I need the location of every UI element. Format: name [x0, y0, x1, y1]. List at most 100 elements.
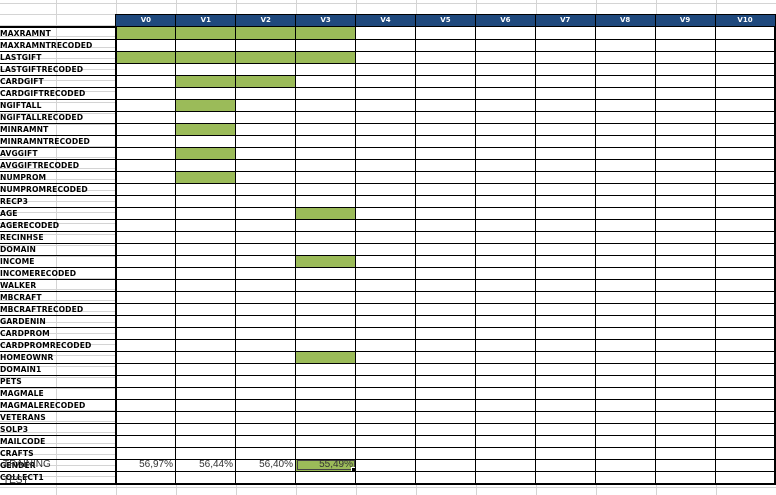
grid-cell[interactable] [355, 447, 416, 460]
grid-cell[interactable] [594, 231, 656, 244]
grid-cell[interactable] [474, 123, 536, 136]
grid-cell[interactable] [714, 87, 776, 100]
grid-cell[interactable] [235, 195, 297, 208]
grid-cell[interactable] [534, 207, 596, 220]
grid-cell[interactable] [474, 315, 536, 328]
grid-cell[interactable] [175, 183, 237, 196]
grid-cell[interactable] [594, 255, 656, 268]
grid-cell[interactable] [594, 435, 656, 448]
grid-cell[interactable] [534, 135, 596, 148]
grid-cell[interactable] [414, 195, 476, 208]
grid-cell[interactable] [115, 291, 177, 304]
grid-cell[interactable] [235, 111, 297, 124]
row-label[interactable]: NGIFTALLRECODED [0, 111, 117, 124]
row-label[interactable]: CRAFTS [0, 447, 117, 460]
selected-variable-cell[interactable] [175, 171, 237, 184]
grid-cell[interactable] [474, 75, 536, 88]
grid-cell[interactable] [175, 291, 237, 304]
grid-cell[interactable] [474, 159, 536, 172]
grid-cell[interactable] [175, 267, 237, 280]
grid-cell[interactable] [714, 387, 776, 400]
grid-cell[interactable] [534, 351, 596, 364]
grid-cell[interactable] [175, 87, 237, 100]
grid-cell[interactable] [355, 375, 416, 388]
grid-cell[interactable] [654, 147, 716, 160]
grid-cell[interactable] [654, 231, 716, 244]
grid-cell[interactable] [714, 75, 776, 88]
grid-cell[interactable] [594, 147, 656, 160]
grid-cell[interactable] [235, 99, 297, 112]
row-label[interactable]: NUMPROM [0, 171, 117, 184]
grid-cell[interactable] [115, 279, 177, 292]
grid-cell[interactable] [355, 339, 416, 352]
grid-cell[interactable] [355, 63, 416, 76]
fill-handle[interactable] [351, 466, 355, 470]
row-label[interactable]: HOMEOWNR [0, 351, 117, 364]
grid-cell[interactable] [115, 231, 177, 244]
selected-variable-cell[interactable] [175, 123, 237, 136]
grid-cell[interactable] [474, 303, 536, 316]
grid-cell[interactable] [534, 375, 596, 388]
grid-cell[interactable] [414, 291, 476, 304]
grid-cell[interactable] [714, 243, 776, 256]
grid-cell[interactable] [295, 111, 357, 124]
row-label[interactable]: AGERECODED [0, 219, 117, 232]
grid-cell[interactable] [714, 147, 776, 160]
results-value[interactable]: 56,97% [139, 458, 173, 470]
grid-cell[interactable] [534, 387, 596, 400]
grid-cell[interactable] [115, 255, 177, 268]
grid-cell[interactable] [534, 447, 596, 460]
grid-cell[interactable] [474, 423, 536, 436]
grid-cell[interactable] [654, 195, 716, 208]
row-label[interactable]: MBCRAFTRECODED [0, 303, 117, 316]
grid-cell[interactable] [594, 267, 656, 280]
grid-cell[interactable] [534, 195, 596, 208]
grid-cell[interactable] [534, 147, 596, 160]
grid-cell[interactable] [295, 411, 357, 424]
grid-cell[interactable] [175, 207, 237, 220]
grid-cell[interactable] [594, 195, 656, 208]
grid-cell[interactable] [295, 387, 357, 400]
grid-cell[interactable] [175, 243, 237, 256]
column-header-v5[interactable]: V5 [414, 14, 476, 27]
grid-cell[interactable] [594, 51, 656, 64]
grid-cell[interactable] [534, 99, 596, 112]
grid-cell[interactable] [594, 399, 656, 412]
grid-cell[interactable] [355, 99, 416, 112]
grid-cell[interactable] [295, 147, 357, 160]
row-label[interactable]: MAILCODE [0, 435, 117, 448]
grid-cell[interactable] [414, 435, 476, 448]
grid-cell[interactable] [594, 315, 656, 328]
grid-cell[interactable] [175, 399, 237, 412]
grid-cell[interactable] [355, 243, 416, 256]
grid-cell[interactable] [115, 459, 177, 472]
grid-cell[interactable] [474, 279, 536, 292]
grid-cell[interactable] [654, 411, 716, 424]
grid-cell[interactable] [235, 135, 297, 148]
grid-cell[interactable] [414, 255, 476, 268]
grid-cell[interactable] [355, 171, 416, 184]
grid-cell[interactable] [654, 63, 716, 76]
grid-cell[interactable] [115, 399, 177, 412]
grid-cell[interactable] [534, 159, 596, 172]
grid-cell[interactable] [235, 399, 297, 412]
grid-cell[interactable] [714, 351, 776, 364]
grid-cell[interactable] [654, 111, 716, 124]
grid-cell[interactable] [714, 111, 776, 124]
row-label[interactable]: PETS [0, 375, 117, 388]
grid-cell[interactable] [414, 459, 476, 472]
grid-cell[interactable] [534, 339, 596, 352]
grid-cell[interactable] [115, 471, 177, 485]
grid-cell[interactable] [714, 99, 776, 112]
grid-cell[interactable] [594, 219, 656, 232]
grid-cell[interactable] [355, 87, 416, 100]
selected-variable-cell[interactable] [115, 26, 177, 40]
grid-cell[interactable] [355, 351, 416, 364]
row-label[interactable]: AGE [0, 207, 117, 220]
grid-cell[interactable] [414, 26, 476, 40]
selected-variable-cell[interactable] [295, 255, 357, 268]
grid-cell[interactable] [295, 135, 357, 148]
grid-cell[interactable] [594, 26, 656, 40]
column-header-v6[interactable]: V6 [474, 14, 536, 27]
grid-cell[interactable] [714, 447, 776, 460]
